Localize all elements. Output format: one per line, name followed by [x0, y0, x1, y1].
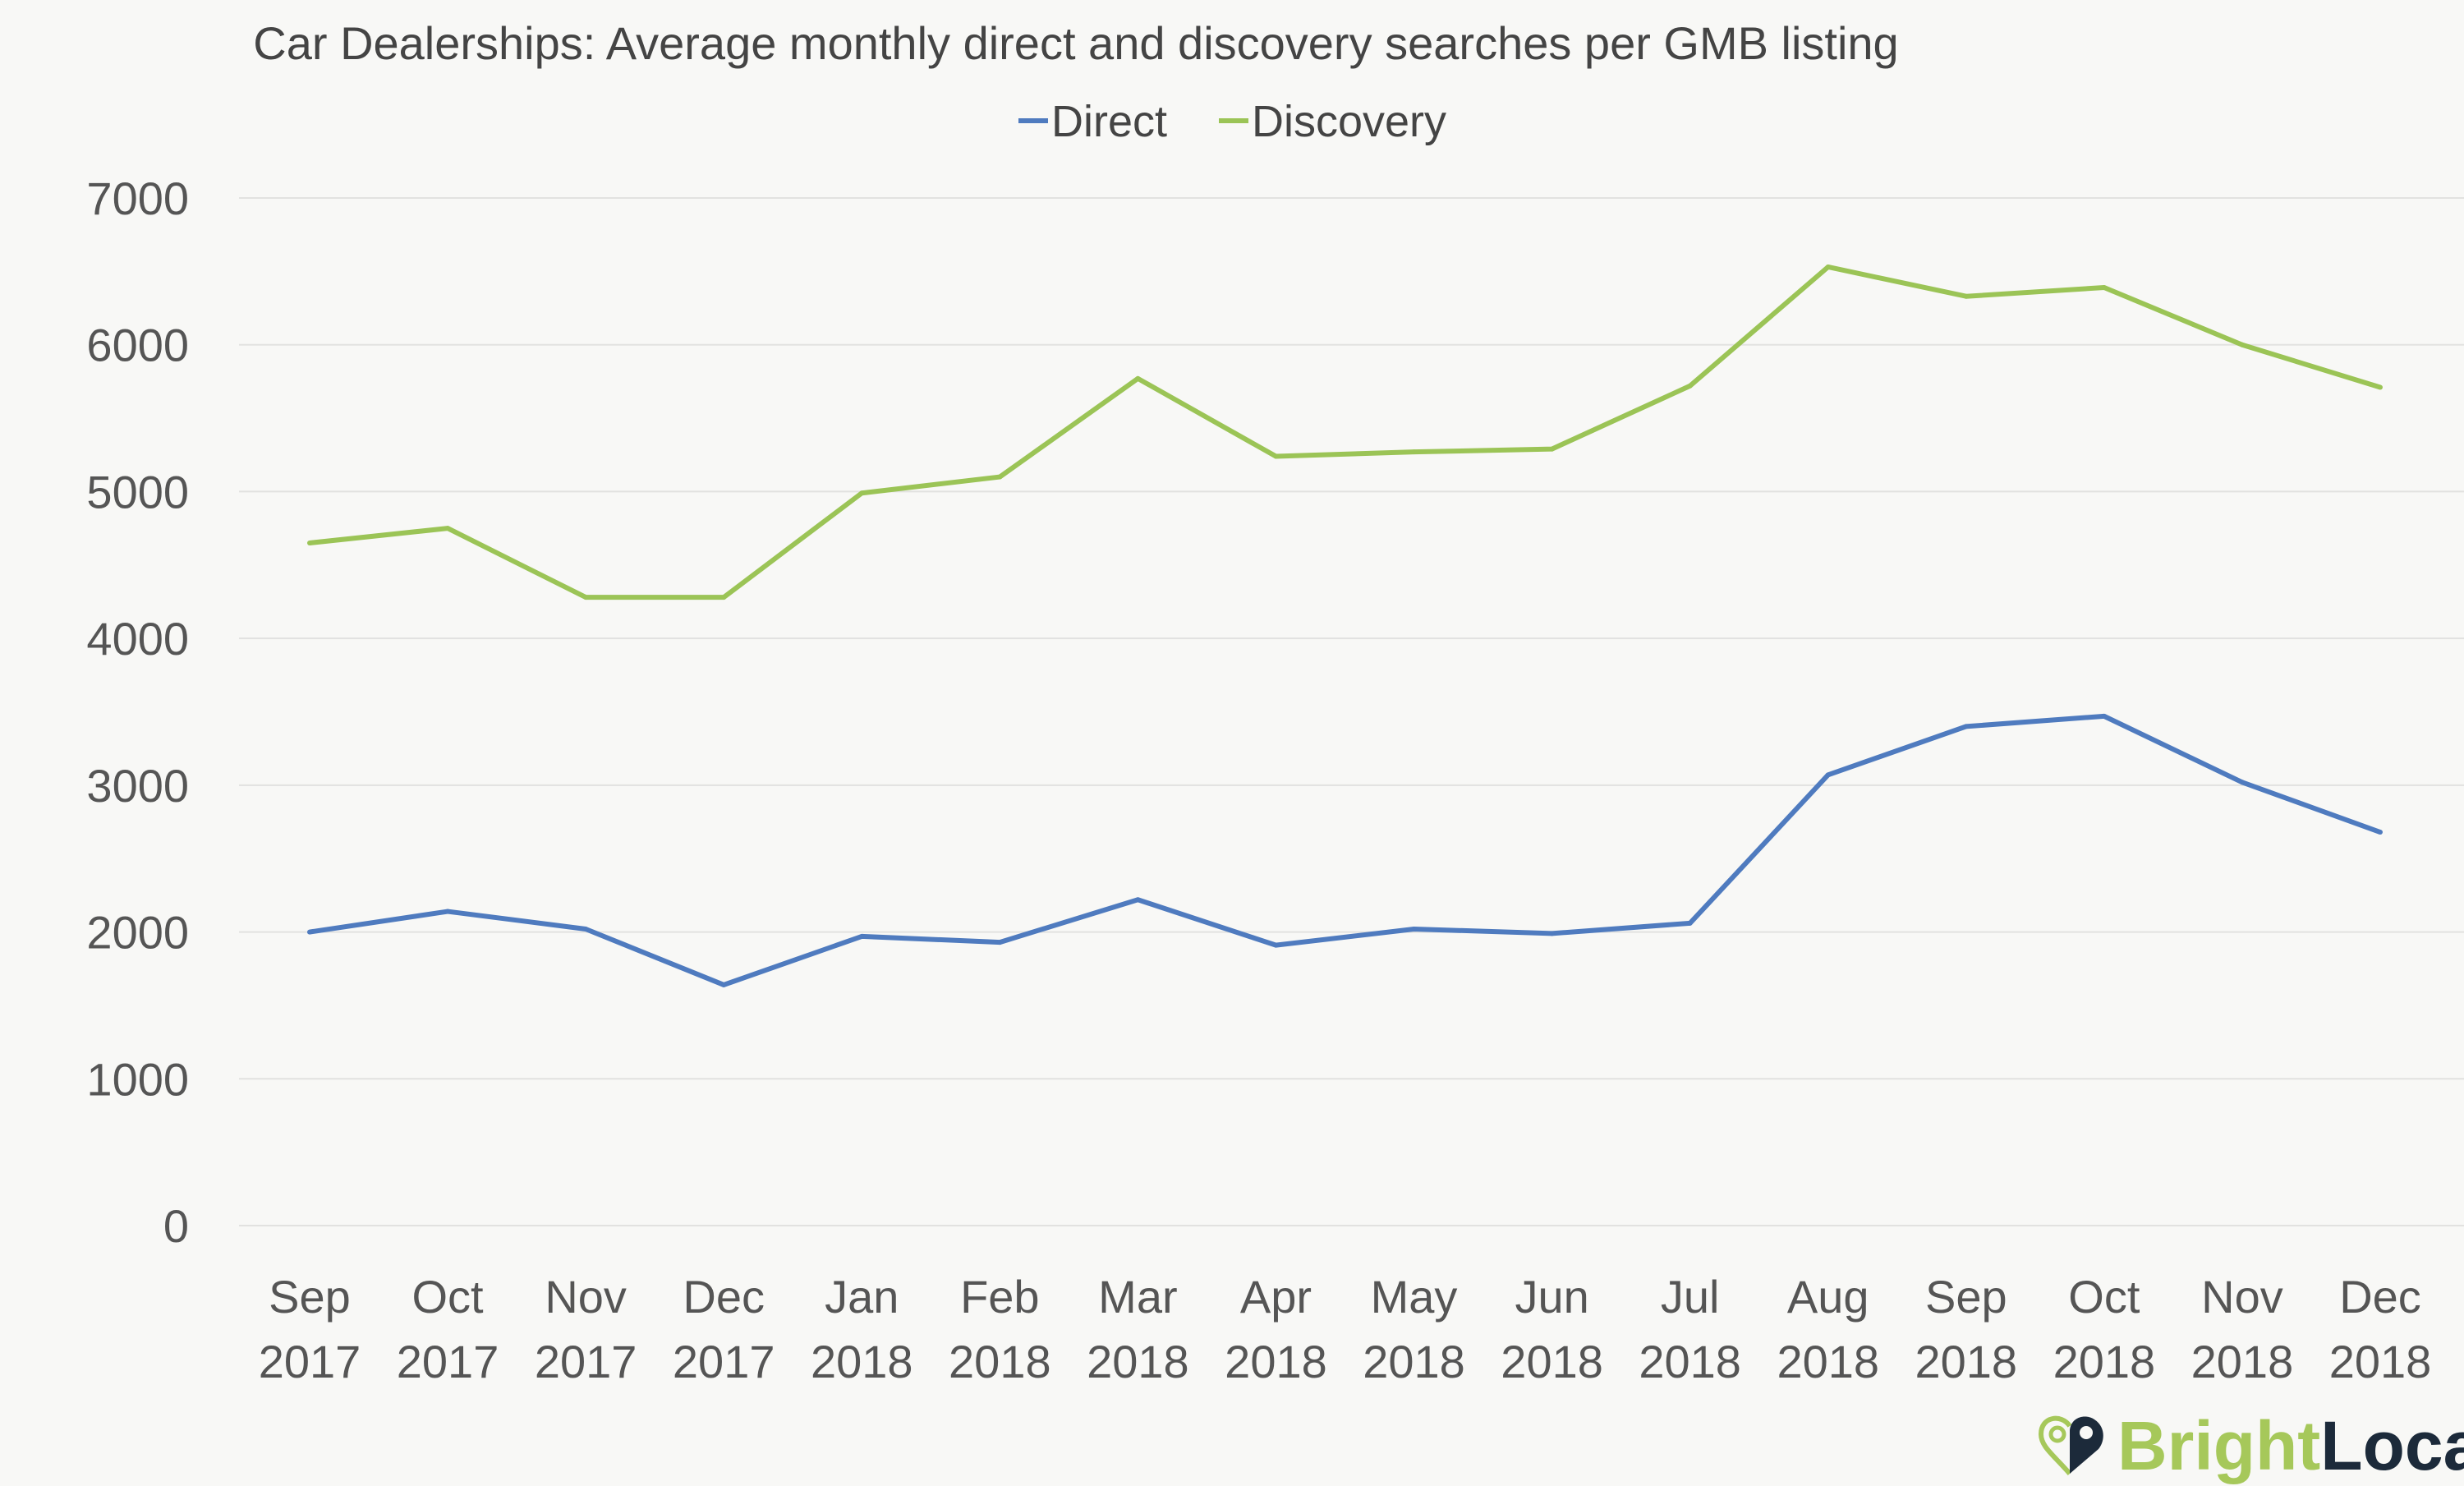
y-tick-label: 3000 — [86, 760, 189, 812]
data-point-direct — [2101, 713, 2107, 719]
y-tick-label: 6000 — [86, 320, 189, 371]
chart-title: Car Dealerships: Average monthly direct … — [253, 17, 1898, 69]
x-tick-label-year: 2017 — [535, 1336, 637, 1387]
x-tick-label-month: Oct — [2068, 1271, 2140, 1323]
data-point-discovery — [1963, 293, 1969, 299]
data-point-discovery — [1135, 375, 1141, 381]
data-point-discovery — [2239, 342, 2245, 347]
data-point-discovery — [1411, 449, 1417, 455]
y-tick-label: 2000 — [86, 907, 189, 959]
y-tick-label: 4000 — [86, 613, 189, 665]
x-tick-label-year: 2018 — [2191, 1336, 2294, 1387]
x-tick-label-month: Sep — [269, 1271, 351, 1323]
data-point-discovery — [445, 526, 451, 531]
x-tick-label-year: 2018 — [1087, 1336, 1189, 1387]
data-point-discovery — [1549, 446, 1555, 452]
data-point-direct — [997, 940, 1003, 945]
data-point-discovery — [1273, 453, 1279, 459]
data-point-discovery — [997, 474, 1003, 480]
x-tick-label-month: Jul — [1661, 1271, 1720, 1323]
map-pin-heart-icon — [2038, 1415, 2103, 1475]
data-point-discovery — [859, 490, 865, 496]
data-point-discovery — [307, 540, 312, 545]
data-point-direct — [721, 982, 727, 987]
y-tick-label: 1000 — [86, 1053, 189, 1105]
data-point-direct — [1963, 724, 1969, 729]
x-tick-label-month: Feb — [960, 1271, 1040, 1323]
x-tick-label-month: Nov — [545, 1271, 627, 1323]
data-point-direct — [859, 933, 865, 939]
data-point-direct — [307, 929, 312, 935]
x-tick-label-year: 2018 — [1777, 1336, 1879, 1387]
logo-text-local: Local — [2320, 1407, 2464, 1484]
x-tick-label-month: Mar — [1098, 1271, 1177, 1323]
x-tick-label-year: 2018 — [2329, 1336, 2432, 1387]
data-point-discovery — [2101, 285, 2107, 291]
data-point-discovery — [1687, 383, 1693, 389]
logo-text-bright: Bright — [2117, 1407, 2321, 1484]
x-tick-label-month: Sep — [1925, 1271, 2007, 1323]
x-tick-label-month: Aug — [1787, 1271, 1869, 1323]
legend-label-discovery: Discovery — [1252, 97, 1446, 146]
x-tick-label-month: Jun — [1515, 1271, 1588, 1323]
data-point-direct — [1273, 942, 1279, 948]
data-point-direct — [2378, 830, 2383, 835]
x-tick-label-year: 2017 — [259, 1336, 361, 1387]
y-tick-label: 5000 — [86, 466, 189, 518]
x-tick-label-year: 2017 — [673, 1336, 775, 1387]
x-tick-label-month: Jan — [825, 1271, 899, 1323]
data-point-discovery — [583, 595, 589, 600]
data-point-direct — [2239, 780, 2245, 785]
y-tick-label: 0 — [163, 1200, 189, 1252]
data-point-discovery — [2378, 384, 2383, 390]
brightlocal-logo: BrightLocal — [2037, 1406, 2464, 1486]
data-point-direct — [445, 909, 451, 914]
x-tick-label-year: 2018 — [949, 1336, 1051, 1387]
x-tick-label-month: Oct — [412, 1271, 485, 1323]
x-tick-label-month: Apr — [1240, 1271, 1312, 1323]
data-point-direct — [1825, 772, 1831, 778]
legend-label-direct: Direct — [1051, 97, 1167, 146]
x-tick-label-month: Nov — [2201, 1271, 2283, 1323]
data-point-direct — [583, 926, 589, 932]
x-tick-label-year: 2018 — [1639, 1336, 1741, 1387]
series-line-direct — [309, 713, 2382, 987]
data-point-discovery — [721, 595, 727, 600]
data-point-direct — [1687, 920, 1693, 926]
data-point-discovery — [1825, 264, 1831, 269]
x-tick-label-month: Dec — [683, 1271, 765, 1323]
x-tick-label-year: 2018 — [1225, 1336, 1327, 1387]
x-tick-label-year: 2018 — [1915, 1336, 2018, 1387]
series-line-discovery — [309, 264, 2381, 600]
x-tick-label-year: 2018 — [2053, 1336, 2156, 1387]
y-tick-label: 7000 — [86, 173, 189, 224]
data-point-direct — [1411, 926, 1417, 932]
data-point-direct — [1135, 897, 1141, 903]
x-tick-label-month: May — [1371, 1271, 1458, 1323]
x-tick-label-year: 2018 — [811, 1336, 913, 1387]
x-tick-label-year: 2018 — [1501, 1336, 1603, 1387]
x-tick-label-month: Dec — [2339, 1271, 2421, 1323]
data-point-direct — [1549, 931, 1555, 936]
x-tick-label-year: 2017 — [397, 1336, 499, 1387]
x-tick-label-year: 2018 — [1363, 1336, 1465, 1387]
